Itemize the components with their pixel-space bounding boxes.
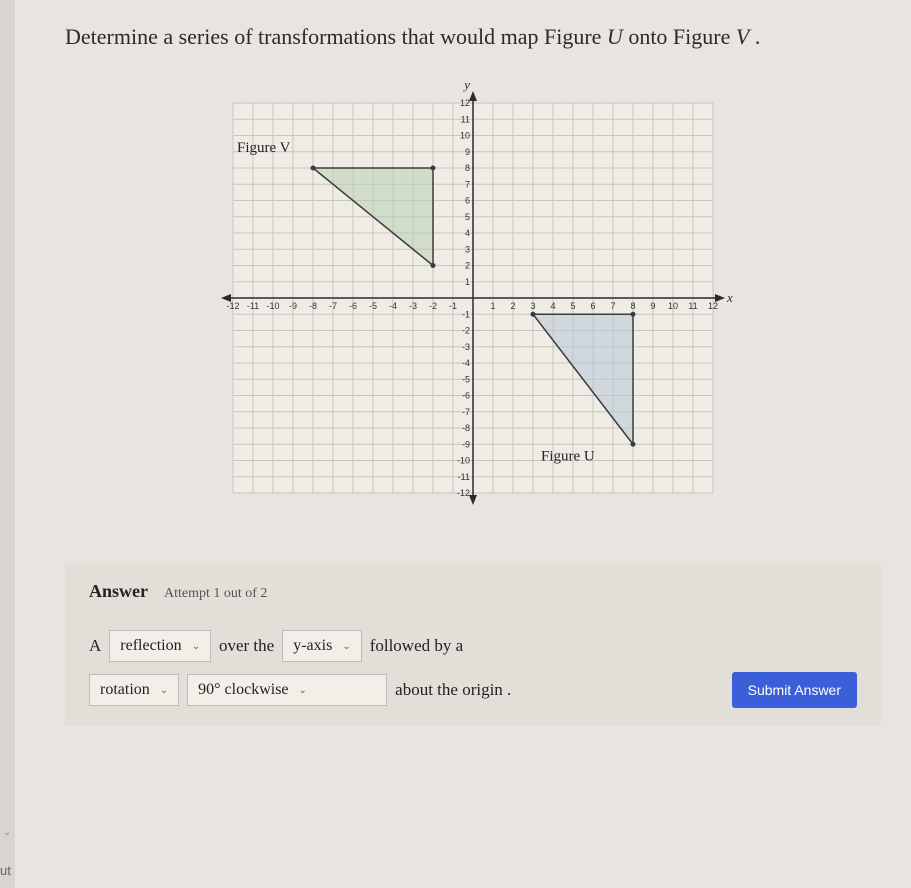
dd1-value: reflection xyxy=(120,637,181,655)
svg-text:3: 3 xyxy=(530,301,535,311)
svg-text:8: 8 xyxy=(630,301,635,311)
q-figU: U xyxy=(607,24,623,49)
text-followed: followed by a xyxy=(370,636,463,656)
svg-text:-1: -1 xyxy=(449,301,457,311)
answer-header: Answer Attempt 1 out of 2 xyxy=(89,581,857,602)
q-prefix: Determine a series of transformations th… xyxy=(65,24,607,49)
svg-text:5: 5 xyxy=(465,212,470,222)
q-figV: V xyxy=(736,24,749,49)
svg-text:-1: -1 xyxy=(462,309,470,319)
svg-text:9: 9 xyxy=(465,147,470,157)
svg-text:6: 6 xyxy=(590,301,595,311)
svg-text:-11: -11 xyxy=(458,472,470,482)
text-over: over the xyxy=(219,636,274,656)
rotation-amount-dropdown[interactable]: 90° clockwise ⌄ xyxy=(187,674,387,706)
page-container: Determine a series of transformations th… xyxy=(15,0,911,888)
text-about: about the origin . xyxy=(395,680,511,700)
svg-text:x: x xyxy=(726,290,733,305)
svg-text:-5: -5 xyxy=(369,301,377,311)
svg-text:Figure U: Figure U xyxy=(541,449,595,465)
svg-text:11: 11 xyxy=(461,114,470,124)
coordinate-graph: xy-12-11-10-9-8-7-6-5-4-3-2-112345678910… xyxy=(213,83,733,513)
svg-text:9: 9 xyxy=(650,301,655,311)
dd4-value: 90° clockwise xyxy=(198,681,288,699)
svg-text:-12: -12 xyxy=(457,488,470,498)
svg-text:10: 10 xyxy=(668,301,678,311)
chevron-down-icon: ⌄ xyxy=(342,641,350,652)
svg-text:-10: -10 xyxy=(457,456,470,466)
submit-answer-button[interactable]: Submit Answer xyxy=(732,672,857,708)
svg-text:7: 7 xyxy=(610,301,615,311)
svg-text:-8: -8 xyxy=(309,301,317,311)
svg-text:-9: -9 xyxy=(462,439,470,449)
svg-text:-6: -6 xyxy=(349,301,357,311)
dd3-value: rotation xyxy=(100,681,150,699)
svg-text:4: 4 xyxy=(550,301,555,311)
svg-text:12: 12 xyxy=(460,98,470,108)
dd2-value: y-axis xyxy=(293,637,332,655)
side-chevron: ⌄ xyxy=(3,827,11,838)
svg-text:-2: -2 xyxy=(429,301,437,311)
text-A: A xyxy=(89,636,101,656)
attempt-text: Attempt 1 out of 2 xyxy=(164,586,267,601)
svg-text:4: 4 xyxy=(465,228,470,238)
svg-text:7: 7 xyxy=(465,179,470,189)
graph-svg: xy-12-11-10-9-8-7-6-5-4-3-2-112345678910… xyxy=(213,83,733,513)
axis-dropdown[interactable]: y-axis ⌄ xyxy=(282,630,362,662)
svg-text:Figure V: Figure V xyxy=(237,140,291,156)
svg-text:3: 3 xyxy=(465,244,470,254)
transform-type-1-dropdown[interactable]: reflection ⌄ xyxy=(109,630,211,662)
svg-text:12: 12 xyxy=(708,301,718,311)
question-text: Determine a series of transformations th… xyxy=(65,20,881,53)
transform-type-2-dropdown[interactable]: rotation ⌄ xyxy=(89,674,179,706)
chevron-down-icon: ⌄ xyxy=(192,641,200,652)
svg-text:-3: -3 xyxy=(462,342,470,352)
svg-text:-7: -7 xyxy=(462,407,470,417)
svg-text:-2: -2 xyxy=(462,326,470,336)
svg-text:-3: -3 xyxy=(409,301,417,311)
svg-text:2: 2 xyxy=(465,261,470,271)
svg-text:11: 11 xyxy=(688,301,697,311)
svg-text:-7: -7 xyxy=(329,301,337,311)
q-mid: onto Figure xyxy=(623,24,736,49)
svg-text:-4: -4 xyxy=(389,301,397,311)
side-fragment: ut xyxy=(0,863,11,878)
svg-text:1: 1 xyxy=(490,301,495,311)
answer-row-1: A reflection ⌄ over the y-axis ⌄ followe… xyxy=(89,630,857,662)
q-suffix: . xyxy=(749,24,760,49)
answer-label: Answer xyxy=(89,581,148,601)
svg-text:-11: -11 xyxy=(247,301,259,311)
svg-text:6: 6 xyxy=(465,196,470,206)
svg-text:5: 5 xyxy=(570,301,575,311)
chevron-down-icon: ⌄ xyxy=(160,685,168,696)
chevron-down-icon: ⌄ xyxy=(299,685,307,696)
svg-text:8: 8 xyxy=(465,163,470,173)
svg-text:-10: -10 xyxy=(266,301,279,311)
svg-text:1: 1 xyxy=(465,277,470,287)
svg-text:10: 10 xyxy=(460,131,470,141)
svg-text:-4: -4 xyxy=(462,358,470,368)
answer-row-2: rotation ⌄ 90° clockwise ⌄ about the ori… xyxy=(89,672,857,708)
answer-section: Answer Attempt 1 out of 2 A reflection ⌄… xyxy=(65,563,881,726)
svg-text:2: 2 xyxy=(510,301,515,311)
svg-text:-5: -5 xyxy=(462,374,470,384)
svg-text:-12: -12 xyxy=(226,301,239,311)
svg-text:-9: -9 xyxy=(289,301,297,311)
svg-text:y: y xyxy=(462,83,470,92)
svg-text:-6: -6 xyxy=(462,391,470,401)
svg-text:-8: -8 xyxy=(462,423,470,433)
